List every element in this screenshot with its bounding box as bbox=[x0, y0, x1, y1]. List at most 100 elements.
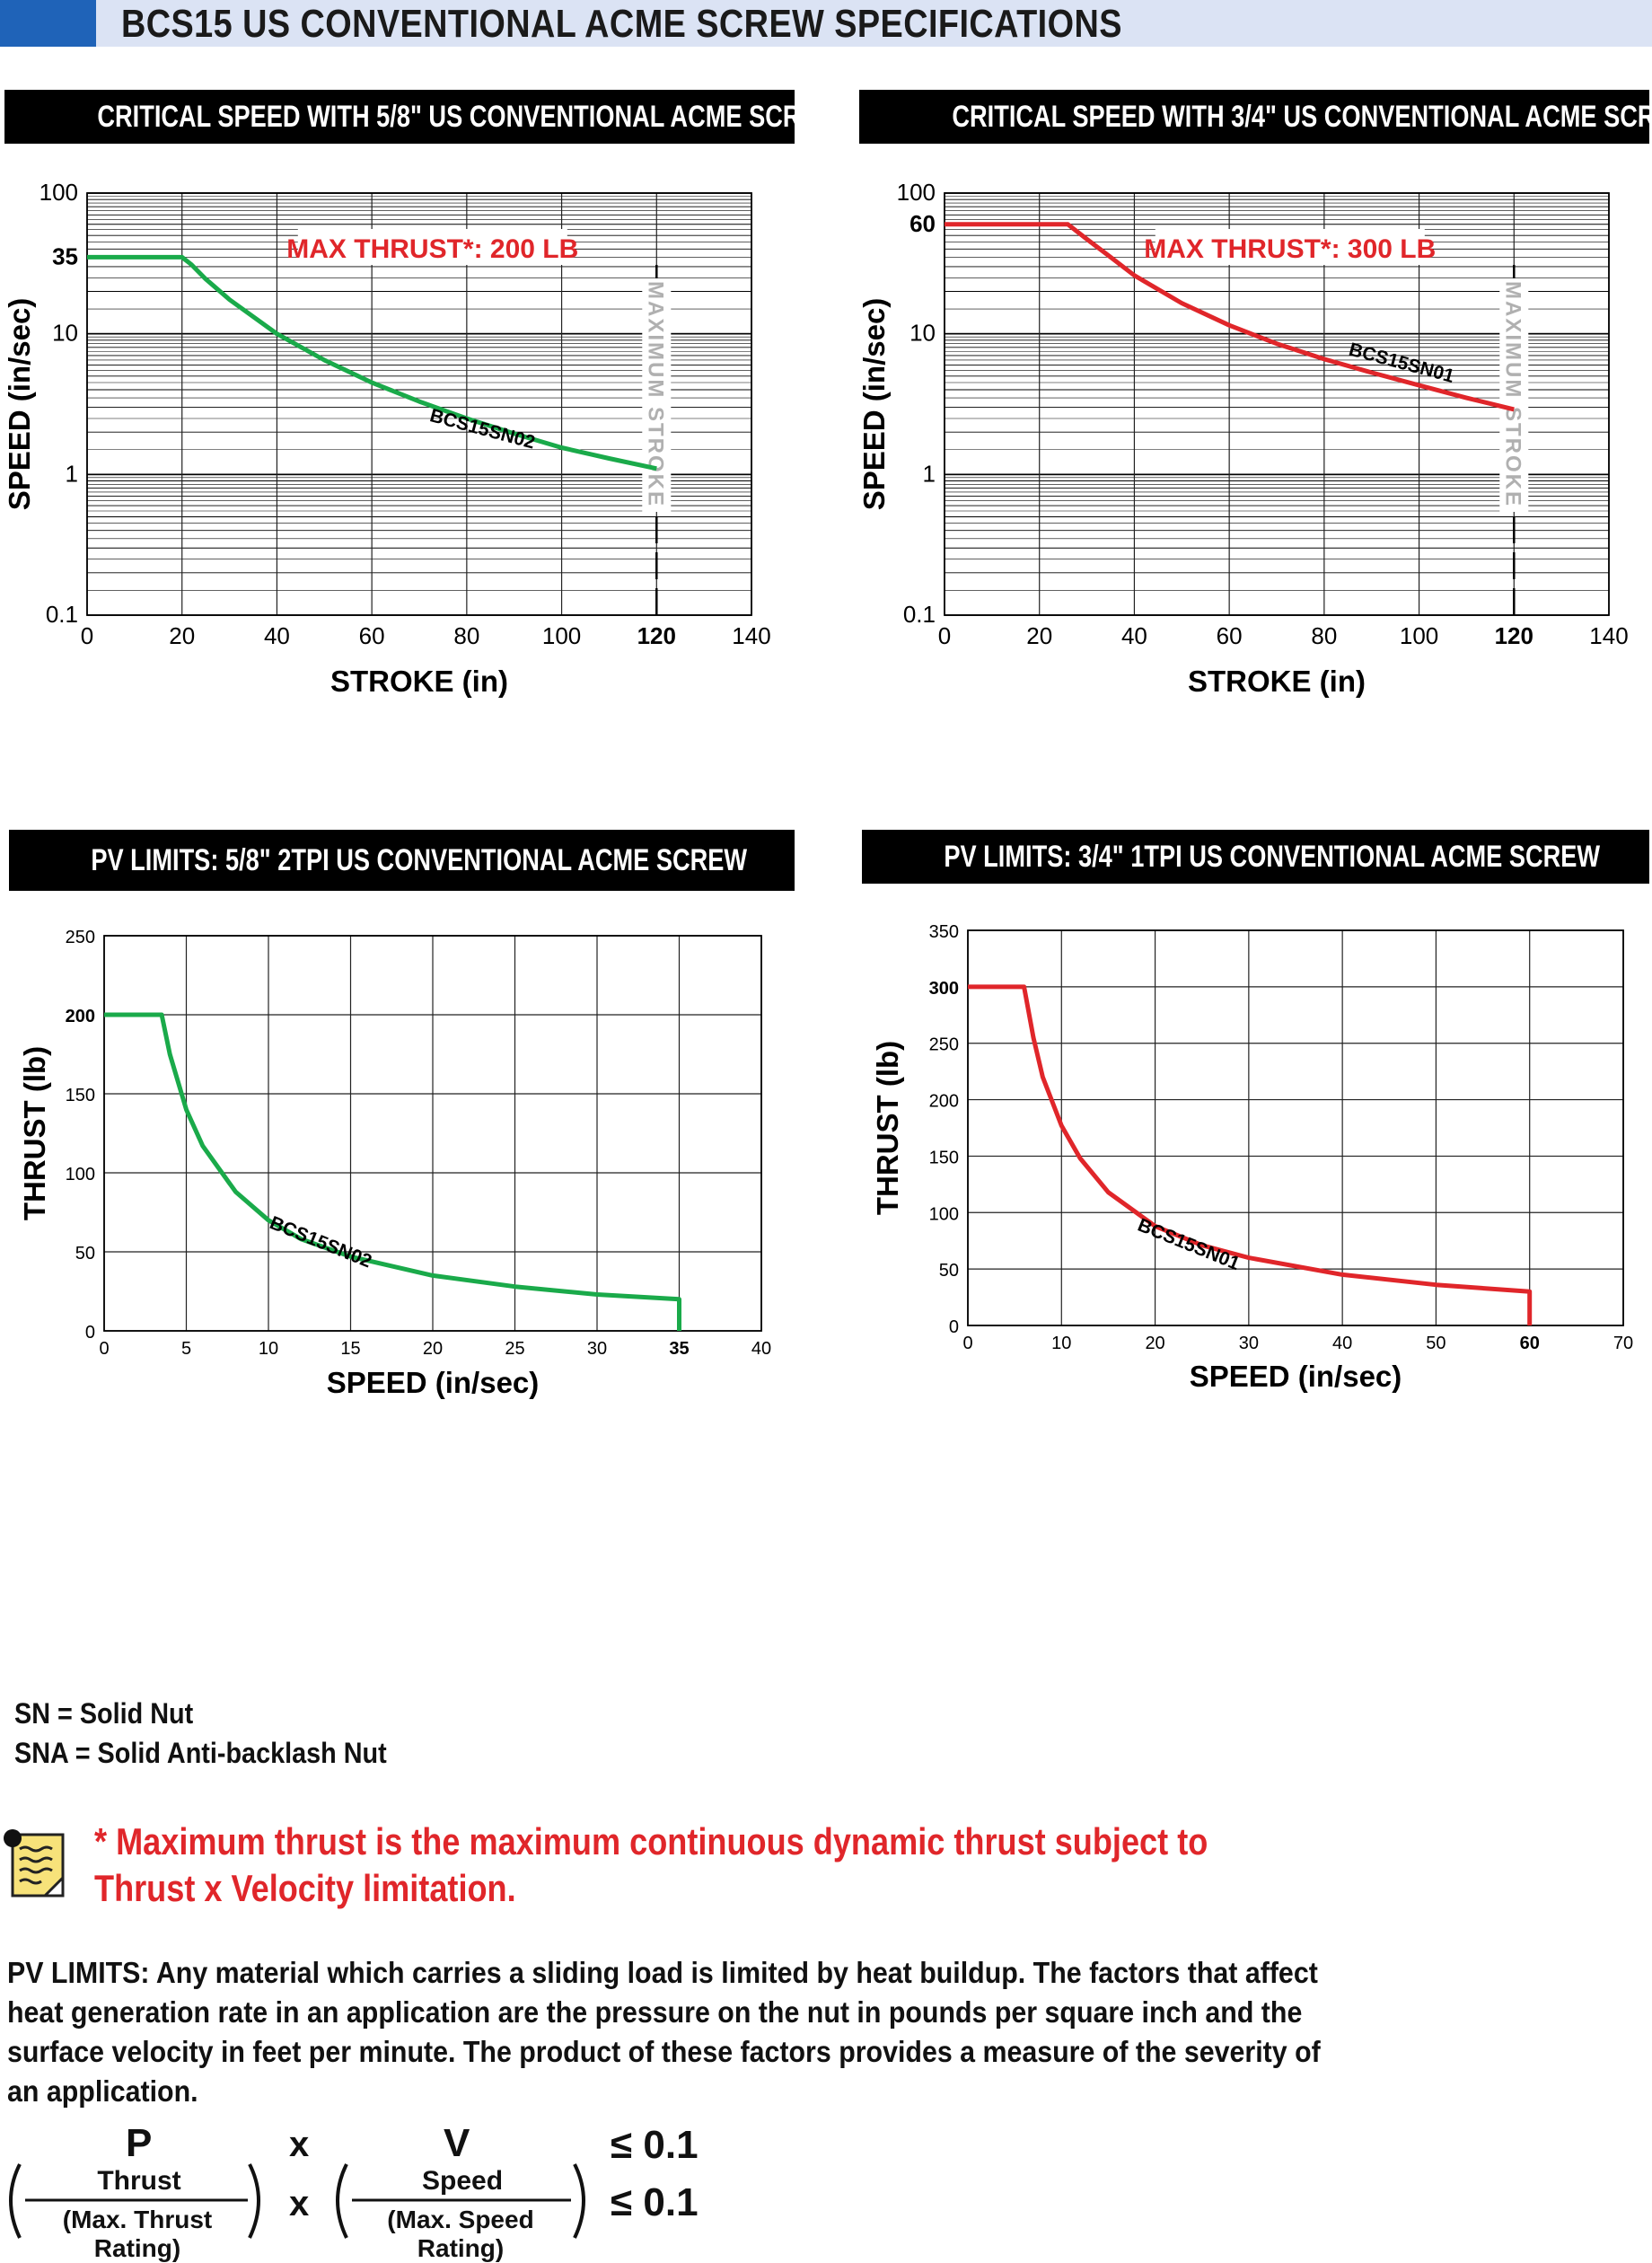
note-icon bbox=[4, 1829, 65, 1898]
x-tick-label: 70 bbox=[1613, 1334, 1633, 1353]
chart-svg: 0 10 20 30 40 50 60 70 0 50 100 150 200 250 300 350 SPEE… bbox=[871, 922, 1633, 1393]
annotation-bg bbox=[1155, 229, 1425, 265]
formula-p: P bbox=[126, 2121, 153, 2165]
x-axis-label: STROKE (in) bbox=[1188, 665, 1366, 698]
max-stroke-label-bg bbox=[1499, 278, 1529, 512]
chart-title-bar: CRITICAL SPEED WITH 3/4" US CONVENTIONAL… bbox=[859, 90, 1649, 144]
x-tick-label: 30 bbox=[587, 1339, 607, 1359]
x-tick-label: 0 bbox=[99, 1339, 109, 1359]
chart-title: CRITICAL SPEED WITH 3/4" US CONVENTIONAL… bbox=[952, 100, 1649, 134]
chart-svg: 0 20 40 60 80 100 120 140 0.1 1 10 60 100 STROKE (in)… bbox=[859, 179, 1629, 698]
y-tick-label: 60 bbox=[909, 210, 936, 237]
y-tick-label: 0 bbox=[85, 1323, 95, 1343]
formula-speed: Speed bbox=[421, 2166, 504, 2196]
x-tick-label: 35 bbox=[669, 1339, 689, 1359]
x-tick-label: 20 bbox=[423, 1339, 443, 1359]
y-tick-label: 300 bbox=[929, 979, 959, 999]
y-axis-label: SPEED (in/sec) bbox=[4, 298, 36, 511]
x-tick-label: 5 bbox=[181, 1339, 191, 1359]
plot-frame bbox=[944, 192, 1610, 616]
header-accent-block bbox=[0, 0, 96, 47]
y-tick-label: 10 bbox=[909, 320, 936, 347]
pv-limits-paragraph: PV LIMITS: Any material which carries a … bbox=[7, 1953, 1336, 2111]
y-tick-label: 0.1 bbox=[46, 601, 78, 628]
x-axis-label: SPEED (in/sec) bbox=[1190, 1360, 1402, 1393]
plot-frame bbox=[103, 935, 762, 1332]
formula-v: V bbox=[444, 2121, 470, 2165]
y-tick-label: 350 bbox=[929, 922, 959, 942]
x-tick-label: 140 bbox=[1589, 622, 1628, 649]
y-tick-label: 50 bbox=[939, 1261, 959, 1281]
page-title: BCS15 US CONVENTIONAL ACME SCREW SPECIFI… bbox=[121, 2, 1122, 46]
chart-pv-limits-3-4: PV LIMITS: 3/4" 1TPI US CONVENTIONAL ACM… bbox=[862, 830, 1649, 1404]
y-tick-label: 150 bbox=[929, 1148, 959, 1167]
right-paren bbox=[573, 2163, 585, 2239]
y-tick-label: 1 bbox=[66, 460, 78, 487]
y-tick-label: 250 bbox=[929, 1035, 959, 1055]
max-thrust-annotation: MAX THRUST*: 300 LB bbox=[1144, 234, 1436, 264]
y-tick-label: 10 bbox=[52, 320, 78, 347]
plot-frame bbox=[967, 929, 1624, 1326]
x-tick-label: 60 bbox=[359, 622, 385, 649]
series-line bbox=[968, 984, 1533, 1325]
left-paren bbox=[336, 2163, 348, 2239]
max-stroke-label: MAXIMUM STROKE bbox=[1500, 281, 1525, 507]
x-tick-label: 60 bbox=[1217, 622, 1243, 649]
x-tick-label: 60 bbox=[1520, 1334, 1540, 1353]
x-tick-label: 30 bbox=[1239, 1334, 1259, 1353]
x-tick-label: 140 bbox=[732, 622, 770, 649]
y-tick-label: 1 bbox=[923, 460, 936, 487]
x-tick-label: 10 bbox=[1051, 1334, 1071, 1353]
y-tick-label: 100 bbox=[40, 179, 78, 206]
series-line bbox=[87, 254, 657, 471]
x-tick-label: 80 bbox=[1311, 622, 1337, 649]
max-stroke-label-bg bbox=[642, 278, 672, 512]
x-tick-label: 0 bbox=[962, 1334, 972, 1353]
y-tick-label: 0 bbox=[949, 1317, 959, 1337]
y-tick-label: 100 bbox=[897, 179, 936, 206]
x-tick-label: 120 bbox=[1495, 622, 1533, 649]
left-paren bbox=[9, 2163, 22, 2239]
y-tick-label: 200 bbox=[929, 1092, 959, 1112]
series-label: BCS15SN02 bbox=[427, 405, 537, 453]
y-axis-label: SPEED (in/sec) bbox=[859, 298, 891, 511]
y-tick-label: 150 bbox=[66, 1086, 95, 1105]
chart-title: PV LIMITS: 3/4" 1TPI US CONVENTIONAL ACM… bbox=[944, 840, 1601, 874]
x-tick-label: 0 bbox=[938, 622, 951, 649]
y-axis-label: THRUST (lb) bbox=[871, 1041, 904, 1215]
plot-frame bbox=[86, 192, 752, 616]
max-stroke-label: MAXIMUM STROKE bbox=[643, 281, 667, 507]
x-tick-label: 40 bbox=[1332, 1334, 1352, 1353]
x-tick-label: 0 bbox=[81, 622, 93, 649]
series-line bbox=[945, 222, 1515, 412]
max-thrust-annotation: MAX THRUST*: 200 LB bbox=[286, 234, 578, 264]
chart-critical-speed-5-8: CRITICAL SPEED WITH 5/8" US CONVENTIONAL… bbox=[4, 90, 795, 718]
x-tick-label: 20 bbox=[1145, 1334, 1164, 1353]
x-axis-label: SPEED (in/sec) bbox=[327, 1366, 540, 1399]
y-tick-label: 100 bbox=[929, 1204, 959, 1224]
formula-le-top: ≤ 0.1 bbox=[611, 2123, 699, 2167]
y-tick-label: 35 bbox=[52, 242, 78, 269]
max-thrust-note: * Maximum thrust is the maximum continuo… bbox=[94, 1818, 1261, 1912]
x-tick-label: 15 bbox=[340, 1339, 360, 1359]
legend-sn-text: SN = Solid Nut bbox=[14, 1697, 194, 1730]
x-tick-label: 80 bbox=[453, 622, 479, 649]
chart-svg: 0 5 10 15 20 25 30 35 40 0 50 100 150 200 250 SPEED (in… bbox=[18, 928, 771, 1399]
chart-title-bar: PV LIMITS: 5/8" 2TPI US CONVENTIONAL ACM… bbox=[9, 830, 795, 891]
x-tick-label: 40 bbox=[751, 1339, 771, 1359]
chart-title: PV LIMITS: 5/8" 2TPI US CONVENTIONAL ACM… bbox=[91, 843, 748, 877]
legend-sn: SN = Solid Nut bbox=[14, 1697, 213, 1730]
x-tick-label: 100 bbox=[1400, 622, 1438, 649]
x-tick-label: 25 bbox=[505, 1339, 524, 1359]
x-tick-label: 40 bbox=[264, 622, 290, 649]
chart-pv-limits-5-8: PV LIMITS: 5/8" 2TPI US CONVENTIONAL ACM… bbox=[9, 830, 795, 1404]
y-axis-label: THRUST (lb) bbox=[18, 1046, 51, 1220]
formula-x-top: x bbox=[289, 2125, 310, 2164]
y-tick-label: 50 bbox=[75, 1244, 95, 1264]
x-tick-label: 20 bbox=[1026, 622, 1052, 649]
y-tick-label: 100 bbox=[66, 1165, 95, 1184]
x-tick-label: 40 bbox=[1121, 622, 1147, 649]
x-tick-label: 50 bbox=[1426, 1334, 1446, 1353]
series-line bbox=[104, 1012, 681, 1331]
page-header: BCS15 US CONVENTIONAL ACME SCREW SPECIFI… bbox=[0, 0, 1652, 47]
